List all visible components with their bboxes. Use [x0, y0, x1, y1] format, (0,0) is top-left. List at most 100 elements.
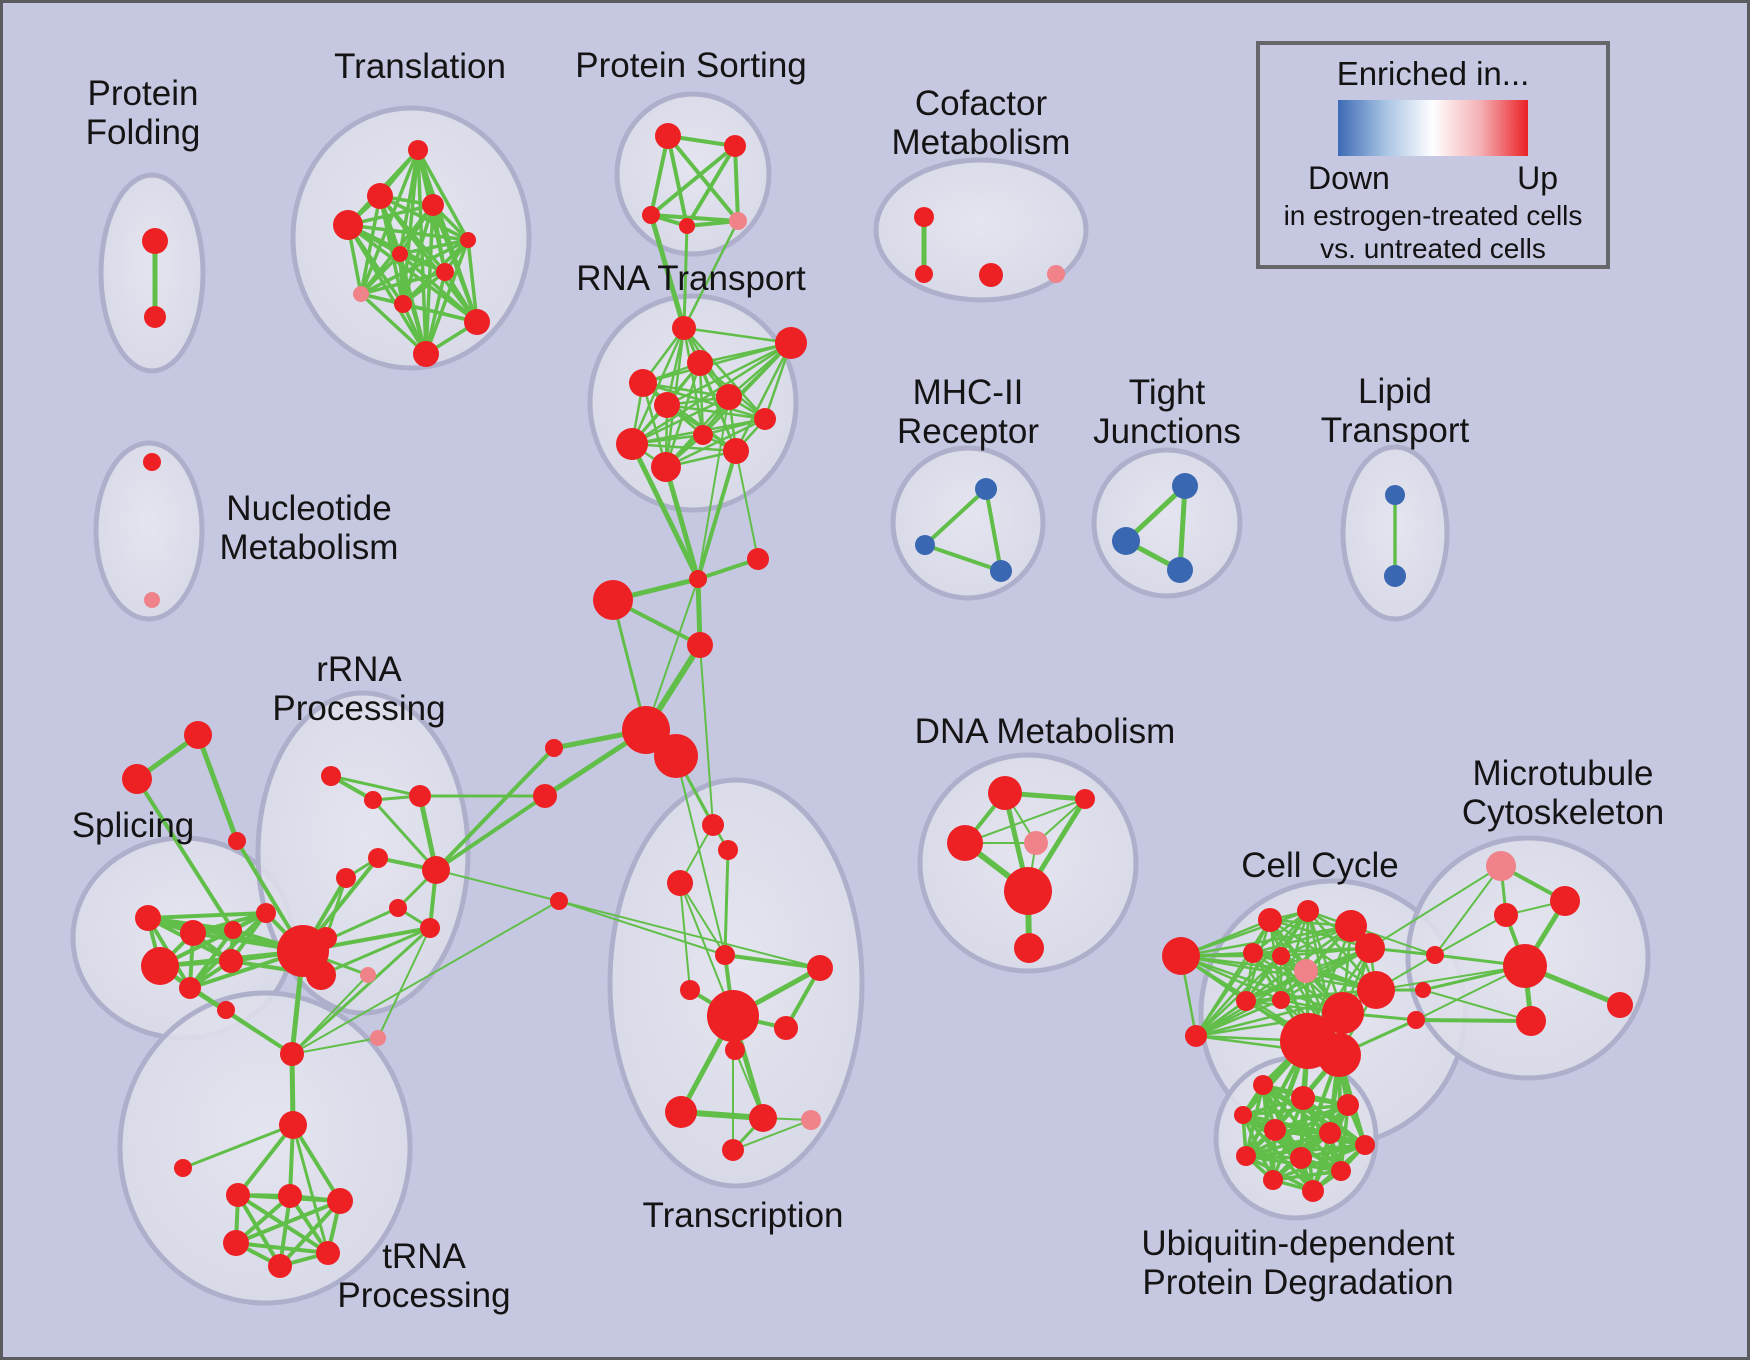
node-k5[interactable] — [1335, 910, 1367, 942]
node-pf2[interactable] — [144, 306, 166, 328]
node-x5[interactable] — [715, 945, 735, 965]
node-p6[interactable] — [179, 977, 201, 999]
node-R3[interactable] — [327, 1188, 353, 1214]
node-t7[interactable] — [436, 263, 454, 281]
node-t2[interactable] — [367, 183, 393, 209]
node-j2[interactable] — [1112, 527, 1140, 555]
node-u3[interactable] — [228, 832, 246, 850]
nodes[interactable] — [122, 123, 1633, 1278]
node-ub12[interactable] — [1302, 1180, 1324, 1202]
node-x10[interactable] — [725, 1040, 745, 1060]
node-x3[interactable] — [718, 840, 738, 860]
node-q3[interactable] — [409, 785, 431, 807]
node-s5[interactable] — [729, 212, 747, 230]
node-r5[interactable] — [716, 384, 742, 410]
node-t3[interactable] — [422, 194, 444, 216]
node-m2[interactable] — [1550, 886, 1580, 916]
node-d6[interactable] — [1014, 933, 1044, 963]
node-g1[interactable] — [689, 570, 707, 588]
node-ub10[interactable] — [1331, 1161, 1351, 1181]
node-m6[interactable] — [1516, 1006, 1546, 1036]
node-H1[interactable] — [622, 706, 670, 754]
node-ub3[interactable] — [1337, 1094, 1359, 1116]
node-c4[interactable] — [1047, 265, 1065, 283]
node-p2[interactable] — [180, 920, 206, 946]
node-g3[interactable] — [593, 580, 633, 620]
node-bb3[interactable] — [1407, 1011, 1425, 1029]
node-h3[interactable] — [990, 560, 1012, 582]
node-x4[interactable] — [550, 892, 568, 910]
node-t6[interactable] — [392, 246, 408, 262]
node-d3[interactable] — [947, 825, 983, 861]
node-d4[interactable] — [1024, 831, 1048, 855]
node-TO[interactable] — [174, 1159, 192, 1177]
node-p4[interactable] — [141, 947, 179, 985]
node-x1[interactable] — [702, 814, 724, 836]
node-m3[interactable] — [1494, 903, 1518, 927]
node-e1[interactable] — [545, 739, 563, 757]
node-ub5[interactable] — [1264, 1119, 1286, 1141]
node-k9[interactable] — [1294, 959, 1318, 983]
node-r11[interactable] — [651, 452, 681, 482]
node-m1[interactable] — [1486, 851, 1516, 881]
node-e2[interactable] — [533, 784, 557, 808]
node-K15[interactable] — [1317, 1033, 1361, 1077]
node-r3[interactable] — [687, 350, 713, 376]
node-d1[interactable] — [988, 776, 1022, 810]
node-k8[interactable] — [1272, 947, 1290, 965]
node-ub6[interactable] — [1319, 1122, 1341, 1144]
node-t9[interactable] — [394, 295, 412, 313]
node-r8[interactable] — [616, 428, 648, 460]
node-s1[interactable] — [655, 123, 681, 149]
node-x13[interactable] — [801, 1110, 821, 1130]
node-r9[interactable] — [693, 425, 713, 445]
node-p3[interactable] — [224, 921, 242, 939]
node-R1[interactable] — [226, 1183, 250, 1207]
node-k4[interactable] — [1297, 900, 1319, 922]
node-m5[interactable] — [1607, 992, 1633, 1018]
node-k11[interactable] — [1272, 991, 1290, 1009]
node-q2[interactable] — [364, 791, 382, 809]
node-x7[interactable] — [680, 980, 700, 1000]
node-l1[interactable] — [1385, 485, 1405, 505]
node-R4[interactable] — [223, 1230, 249, 1256]
node-p1[interactable] — [135, 905, 161, 931]
node-x14[interactable] — [722, 1139, 744, 1161]
node-k1[interactable] — [1162, 937, 1200, 975]
node-ub4[interactable] — [1234, 1106, 1252, 1124]
node-x2[interactable] — [667, 870, 693, 896]
node-bb2[interactable] — [1415, 982, 1431, 998]
node-x11[interactable] — [665, 1096, 697, 1128]
node-r7[interactable] — [654, 392, 680, 418]
node-h1[interactable] — [975, 478, 997, 500]
node-q6[interactable] — [422, 856, 450, 884]
node-r2[interactable] — [775, 327, 807, 359]
node-pf1[interactable] — [142, 228, 168, 254]
node-bb1[interactable] — [1426, 946, 1444, 964]
node-s4[interactable] — [679, 218, 695, 234]
node-d2[interactable] — [1075, 789, 1095, 809]
node-r10[interactable] — [723, 438, 749, 464]
node-j3[interactable] — [1167, 557, 1193, 583]
node-p8[interactable] — [256, 903, 276, 923]
node-H2[interactable] — [654, 734, 698, 778]
node-TP[interactable] — [370, 1030, 386, 1046]
node-x9[interactable] — [774, 1016, 798, 1040]
node-R2[interactable] — [278, 1184, 302, 1208]
node-k2[interactable] — [1185, 1025, 1207, 1047]
node-q7[interactable] — [389, 899, 407, 917]
node-x6[interactable] — [807, 955, 833, 981]
node-r1[interactable] — [672, 316, 696, 340]
node-c2[interactable] — [915, 265, 933, 283]
node-q4[interactable] — [368, 848, 388, 868]
node-p9[interactable] — [217, 1001, 235, 1019]
node-q5[interactable] — [336, 868, 356, 888]
node-t4[interactable] — [333, 210, 363, 240]
node-ub9[interactable] — [1290, 1147, 1312, 1169]
node-k13[interactable] — [1357, 971, 1395, 1009]
node-m4[interactable] — [1503, 944, 1547, 988]
node-n2[interactable] — [144, 592, 160, 608]
node-TM[interactable] — [280, 1042, 304, 1066]
node-X8[interactable] — [707, 990, 759, 1042]
node-g4[interactable] — [687, 632, 713, 658]
